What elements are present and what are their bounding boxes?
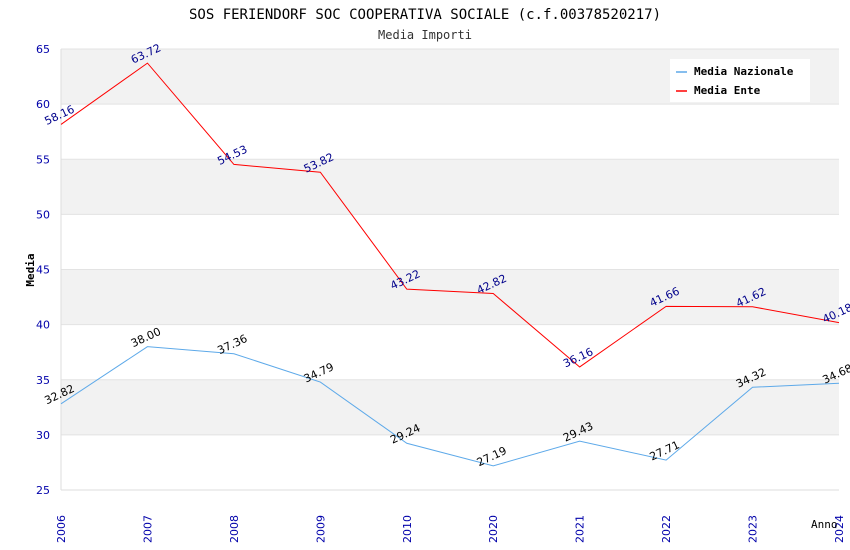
series-line-media-nazionale: [60, 346, 840, 467]
background-band: [61, 324, 839, 380]
y-tick-label: 60: [36, 98, 50, 111]
legend-label-media-nazionale: Media Nazionale: [694, 65, 794, 78]
series-line-media-ente: [60, 62, 840, 368]
x-tick-label: 2008: [228, 515, 241, 543]
background-band: [61, 269, 839, 325]
x-tick-label: 2023: [747, 515, 760, 543]
x-axis-ticks: 2006 2007 2008 2009 2010 2020 2021 2022 2023 2024: [55, 515, 846, 543]
y-tick-label: 50: [36, 208, 50, 221]
y-tick-label: 25: [36, 484, 50, 497]
x-tick-label: 2022: [660, 515, 673, 543]
background-band: [61, 379, 839, 435]
y-axis-ticks: 25 30 35 40 45 50 55 60 65: [36, 43, 50, 497]
y-tick-label: 45: [36, 264, 50, 277]
y-tick-label: 65: [36, 43, 50, 56]
x-tick-label: 2024: [833, 515, 846, 543]
x-tick-label: 2009: [314, 515, 327, 543]
x-tick-label: 2021: [574, 515, 587, 543]
y-tick-label: 55: [36, 153, 50, 166]
chart-subtitle: Media Importi: [378, 28, 472, 42]
background-band: [61, 434, 839, 490]
chart-title: SOS FERIENDORF SOC COOPERATIVA SOCIALE (…: [189, 7, 661, 23]
background-band: [61, 104, 839, 160]
legend: Media Nazionale Media Ente: [670, 59, 810, 102]
background-band: [61, 159, 839, 215]
y-tick-label: 40: [36, 319, 50, 332]
background-bands: [61, 49, 839, 490]
legend-box: [670, 59, 810, 102]
y-tick-label: 30: [36, 429, 50, 442]
x-tick-label: 2007: [141, 515, 154, 543]
gridlines: [60, 48, 839, 491]
background-band: [61, 214, 839, 270]
x-axis-title: Anno: [811, 518, 838, 531]
legend-label-media-ente: Media Ente: [694, 84, 761, 97]
x-tick-label: 2020: [487, 515, 500, 543]
x-tick-label: 2006: [55, 515, 68, 543]
x-tick-label: 2010: [401, 515, 414, 543]
y-axis-title: Media: [24, 253, 37, 286]
series-layer: [60, 62, 840, 467]
y-tick-label: 35: [36, 374, 50, 387]
